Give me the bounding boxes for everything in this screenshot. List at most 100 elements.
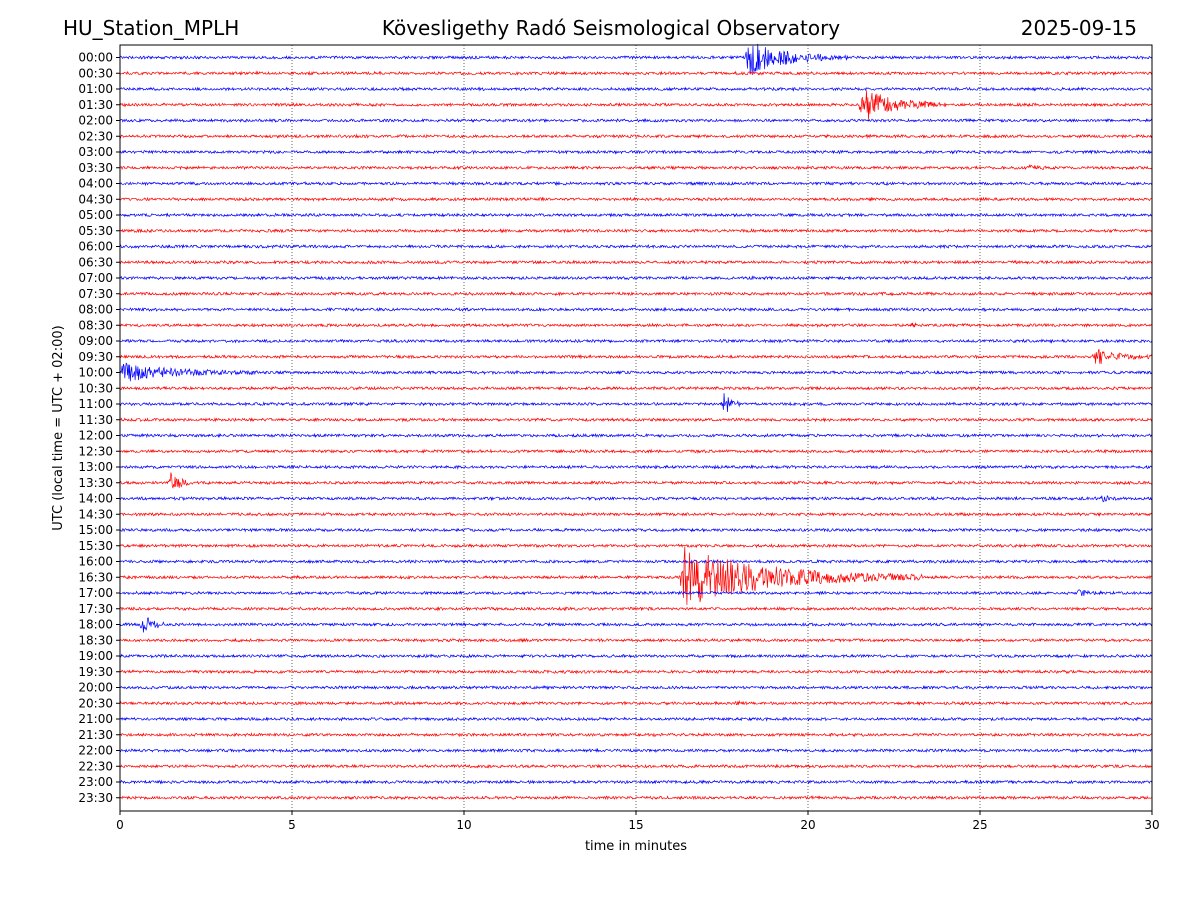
y-tick-label: 06:00	[78, 240, 113, 254]
observatory-title: Kövesligethy Radó Seismological Observat…	[382, 16, 840, 40]
seismogram-trace	[119, 393, 1153, 412]
seismogram-trace	[119, 180, 1153, 187]
y-tick-label: 23:30	[78, 791, 113, 805]
seismogram-trace	[119, 763, 1153, 769]
y-tick-label: 02:00	[78, 114, 113, 128]
seismogram-trace	[119, 164, 1153, 171]
seismogram-trace	[119, 716, 1153, 722]
y-tick-label: 18:30	[78, 633, 113, 647]
seismogram-trace	[119, 527, 1153, 533]
y-tick-label: 16:00	[78, 555, 113, 569]
y-tick-label: 10:30	[78, 381, 113, 395]
y-tick-label: 23:00	[78, 775, 113, 789]
y-tick-label: 01:30	[78, 98, 113, 112]
x-tick-labels: 0 5 10 15 20 25 30	[116, 811, 1160, 832]
seismogram-trace	[119, 795, 1153, 801]
y-tick-label: 20:30	[78, 696, 113, 710]
seismogram-trace	[119, 606, 1153, 612]
x-tick-label: 20	[800, 818, 815, 832]
seismogram-trace	[119, 432, 1153, 439]
seismogram-trace	[119, 117, 1153, 124]
seismogram-trace	[119, 196, 1153, 202]
y-tick-label: 09:00	[78, 334, 113, 348]
seismogram-trace	[119, 417, 1153, 423]
seismogram-trace	[119, 494, 1153, 503]
seismogram-trace	[119, 306, 1153, 313]
x-tick-label: 10	[456, 818, 471, 832]
seismogram-trace	[119, 275, 1153, 281]
seismogram-trace	[119, 227, 1153, 234]
y-tick-label: 17:30	[78, 602, 113, 616]
y-tick-label: 04:00	[78, 177, 113, 191]
x-tick-label: 25	[972, 818, 987, 832]
seismogram-trace	[119, 243, 1153, 250]
seismogram-trace	[119, 338, 1153, 344]
station-name: HU_Station_MPLH	[63, 16, 239, 40]
y-tick-label: 05:00	[78, 208, 113, 222]
y-tick-label: 08:30	[78, 318, 113, 332]
seismogram-trace	[119, 732, 1153, 738]
y-tick-label: 22:30	[78, 759, 113, 773]
seismogram-trace	[119, 558, 1153, 565]
y-tick-label: 11:00	[78, 397, 113, 411]
seismogram-trace	[119, 464, 1153, 470]
y-tick-label: 08:00	[78, 303, 113, 317]
y-tick-label: 00:00	[78, 51, 113, 65]
seismogram-trace	[119, 543, 1153, 549]
seismogram-trace	[119, 362, 1153, 382]
y-tick-label: 19:30	[78, 665, 113, 679]
seismogram-trace	[119, 322, 1153, 328]
y-tick-label: 13:00	[78, 460, 113, 474]
seismogram-trace	[119, 472, 1153, 489]
y-tick-label: 01:00	[78, 82, 113, 96]
x-tick-label: 0	[116, 818, 124, 832]
y-tick-label: 12:00	[78, 429, 113, 443]
seismogram-trace	[119, 291, 1153, 297]
y-tick-label: 18:00	[78, 618, 113, 632]
y-tick-label: 21:30	[78, 728, 113, 742]
seismogram-trace	[119, 133, 1153, 139]
y-tick-label: 20:00	[78, 681, 113, 695]
y-tick-label: 07:00	[78, 271, 113, 285]
y-tick-label: 19:00	[78, 649, 113, 663]
plot-frame	[119, 44, 1153, 812]
y-tick-label: 16:30	[78, 570, 113, 584]
seismogram-trace	[119, 669, 1153, 675]
y-tick-label: 10:00	[78, 366, 113, 380]
seismogram-trace	[119, 348, 1153, 365]
seismogram-trace	[119, 385, 1153, 391]
seismogram-trace	[119, 212, 1153, 218]
seismogram-trace	[119, 589, 1153, 597]
y-tick-label: 03:00	[78, 145, 113, 159]
seismogram-trace	[119, 546, 1153, 605]
seismogram-traces	[119, 43, 1153, 801]
y-tick-label: 00:30	[78, 66, 113, 80]
y-tick-label: 07:30	[78, 287, 113, 301]
y-tick-label: 09:30	[78, 350, 113, 364]
y-tick-label: 14:30	[78, 507, 113, 521]
seismogram-trace	[119, 747, 1153, 754]
seismogram-trace	[119, 653, 1153, 659]
seismogram-trace	[119, 259, 1153, 265]
seismogram-trace	[119, 149, 1153, 155]
y-tick-label: 15:00	[78, 523, 113, 537]
y-axis-label: UTC (local time = UTC + 02:00)	[51, 325, 66, 530]
y-tick-label: 22:00	[78, 744, 113, 758]
seismogram-trace	[119, 43, 1153, 75]
y-tick-label: 06:30	[78, 255, 113, 269]
seismogram-trace	[119, 511, 1153, 517]
x-tick-label: 30	[1144, 818, 1159, 832]
y-tick-label: 12:30	[78, 444, 113, 458]
y-tick-label: 17:00	[78, 586, 113, 600]
y-tick-label: 02:30	[78, 129, 113, 143]
seismogram-trace	[119, 699, 1153, 706]
y-tick-label: 03:30	[78, 161, 113, 175]
seismogram-trace	[120, 86, 1153, 92]
y-tick-label: 14:00	[78, 492, 113, 506]
seismogram-trace	[119, 684, 1153, 691]
seismogram-trace	[119, 637, 1153, 643]
vertical-gridlines	[291, 45, 981, 811]
seismogram-trace	[119, 90, 1153, 120]
y-tick-label: 05:30	[78, 224, 113, 238]
